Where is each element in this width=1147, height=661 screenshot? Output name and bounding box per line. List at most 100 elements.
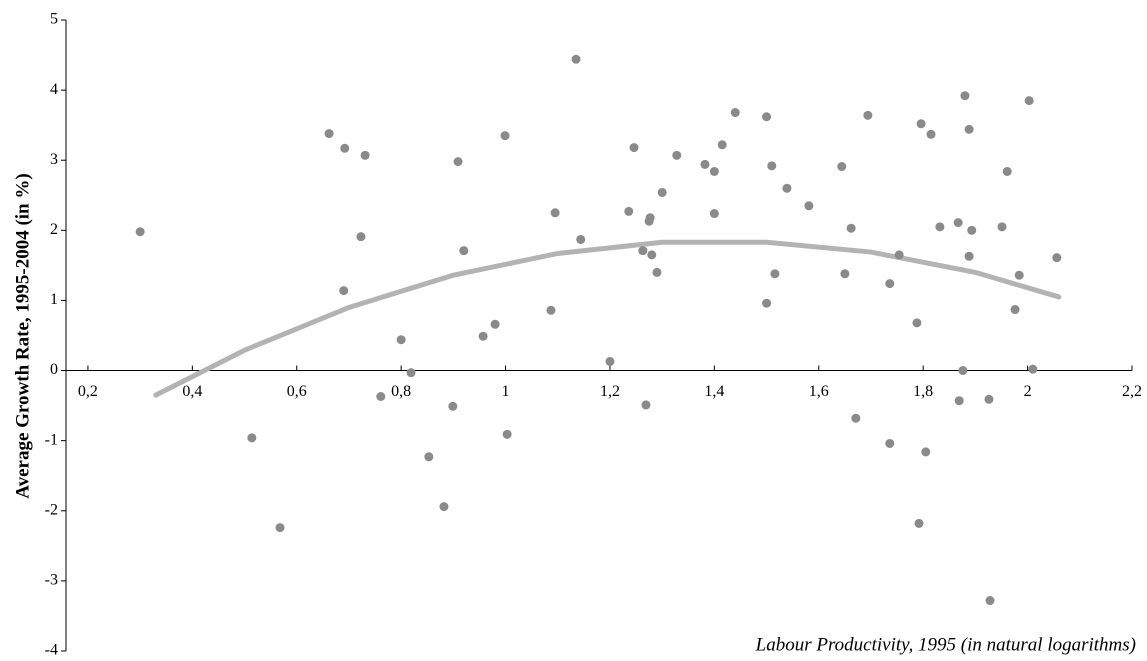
point — [647, 250, 657, 260]
point — [709, 209, 719, 219]
point — [638, 246, 648, 256]
point — [135, 227, 145, 237]
x-tick-label: 0,2 — [78, 383, 98, 400]
point — [885, 438, 895, 448]
trend-line — [153, 239, 1062, 398]
point — [953, 218, 963, 228]
point — [500, 131, 510, 141]
y-tick-label: 0 — [50, 361, 58, 378]
x-tick-label: 1,6 — [809, 383, 829, 400]
x-tick-label: 0,8 — [391, 383, 411, 400]
point — [1010, 305, 1020, 315]
point — [448, 401, 458, 411]
x-tick-label: 1 — [502, 383, 510, 400]
point — [1002, 166, 1012, 176]
point — [767, 161, 777, 171]
point — [478, 331, 488, 341]
point — [324, 129, 334, 139]
point — [762, 298, 772, 308]
point — [1014, 270, 1024, 280]
y-tick-label: 5 — [50, 11, 58, 28]
point — [360, 150, 370, 160]
point — [624, 206, 634, 216]
y-tick-label: -3 — [45, 572, 58, 589]
point — [356, 232, 366, 242]
point — [837, 162, 847, 172]
x-axis-title: Labour Productivity, 1995 (in natural lo… — [755, 634, 1136, 655]
point — [275, 523, 285, 533]
point — [851, 413, 861, 423]
point — [1052, 253, 1062, 263]
point — [645, 213, 655, 223]
y-tick-label: 3 — [50, 151, 58, 168]
point — [453, 157, 463, 167]
point — [652, 267, 662, 277]
point — [247, 433, 257, 443]
point — [550, 208, 560, 218]
point — [459, 246, 469, 256]
point — [985, 596, 995, 606]
point — [376, 391, 386, 401]
point — [546, 305, 556, 315]
point — [406, 368, 416, 378]
point — [605, 356, 615, 366]
point — [717, 140, 727, 150]
point — [672, 150, 682, 160]
y-tick-label: -1 — [45, 431, 58, 448]
point — [960, 91, 970, 101]
point — [935, 222, 945, 232]
point — [914, 518, 924, 528]
point — [502, 429, 512, 439]
point — [339, 286, 349, 296]
point — [641, 400, 651, 410]
point — [954, 396, 964, 406]
x-tick-label: 1,2 — [600, 383, 620, 400]
point — [439, 502, 449, 512]
point — [804, 201, 814, 211]
x-tick-label: 0,6 — [287, 383, 307, 400]
point — [840, 269, 850, 279]
point — [885, 279, 895, 289]
y-tick-label: 4 — [50, 81, 58, 98]
point — [1028, 364, 1038, 374]
x-tick-label: 1,8 — [913, 383, 933, 400]
y-axis-title: Average Growth Rate, 1995-2004 (in %) — [12, 173, 33, 498]
point — [700, 159, 710, 169]
x-tick-label: 1,4 — [704, 383, 724, 400]
y-tick-label: 2 — [50, 221, 58, 238]
point — [997, 222, 1007, 232]
point — [846, 223, 856, 233]
point — [863, 110, 873, 120]
point — [782, 183, 792, 193]
point — [396, 335, 406, 345]
point — [657, 187, 667, 197]
x-tick-label: 0,4 — [182, 383, 202, 400]
point — [912, 318, 922, 328]
point — [894, 250, 904, 260]
point — [964, 124, 974, 134]
y-tick-label: -2 — [45, 501, 58, 518]
point — [770, 269, 780, 279]
point — [984, 394, 994, 404]
point — [576, 234, 586, 244]
point — [967, 225, 977, 235]
point — [571, 54, 581, 64]
y-tick-label: 1 — [50, 291, 58, 308]
point — [1024, 96, 1034, 106]
point — [921, 447, 931, 457]
point — [709, 166, 719, 176]
point — [762, 112, 772, 122]
x-tick-label: 2 — [1024, 383, 1032, 400]
point — [424, 452, 434, 462]
point — [490, 319, 500, 329]
point — [964, 251, 974, 261]
x-tick-label: 2,2 — [1122, 383, 1142, 400]
point — [926, 129, 936, 139]
point — [340, 143, 350, 153]
point — [730, 108, 740, 118]
point — [958, 366, 968, 376]
point — [916, 119, 926, 129]
y-tick-label: -4 — [45, 642, 58, 659]
